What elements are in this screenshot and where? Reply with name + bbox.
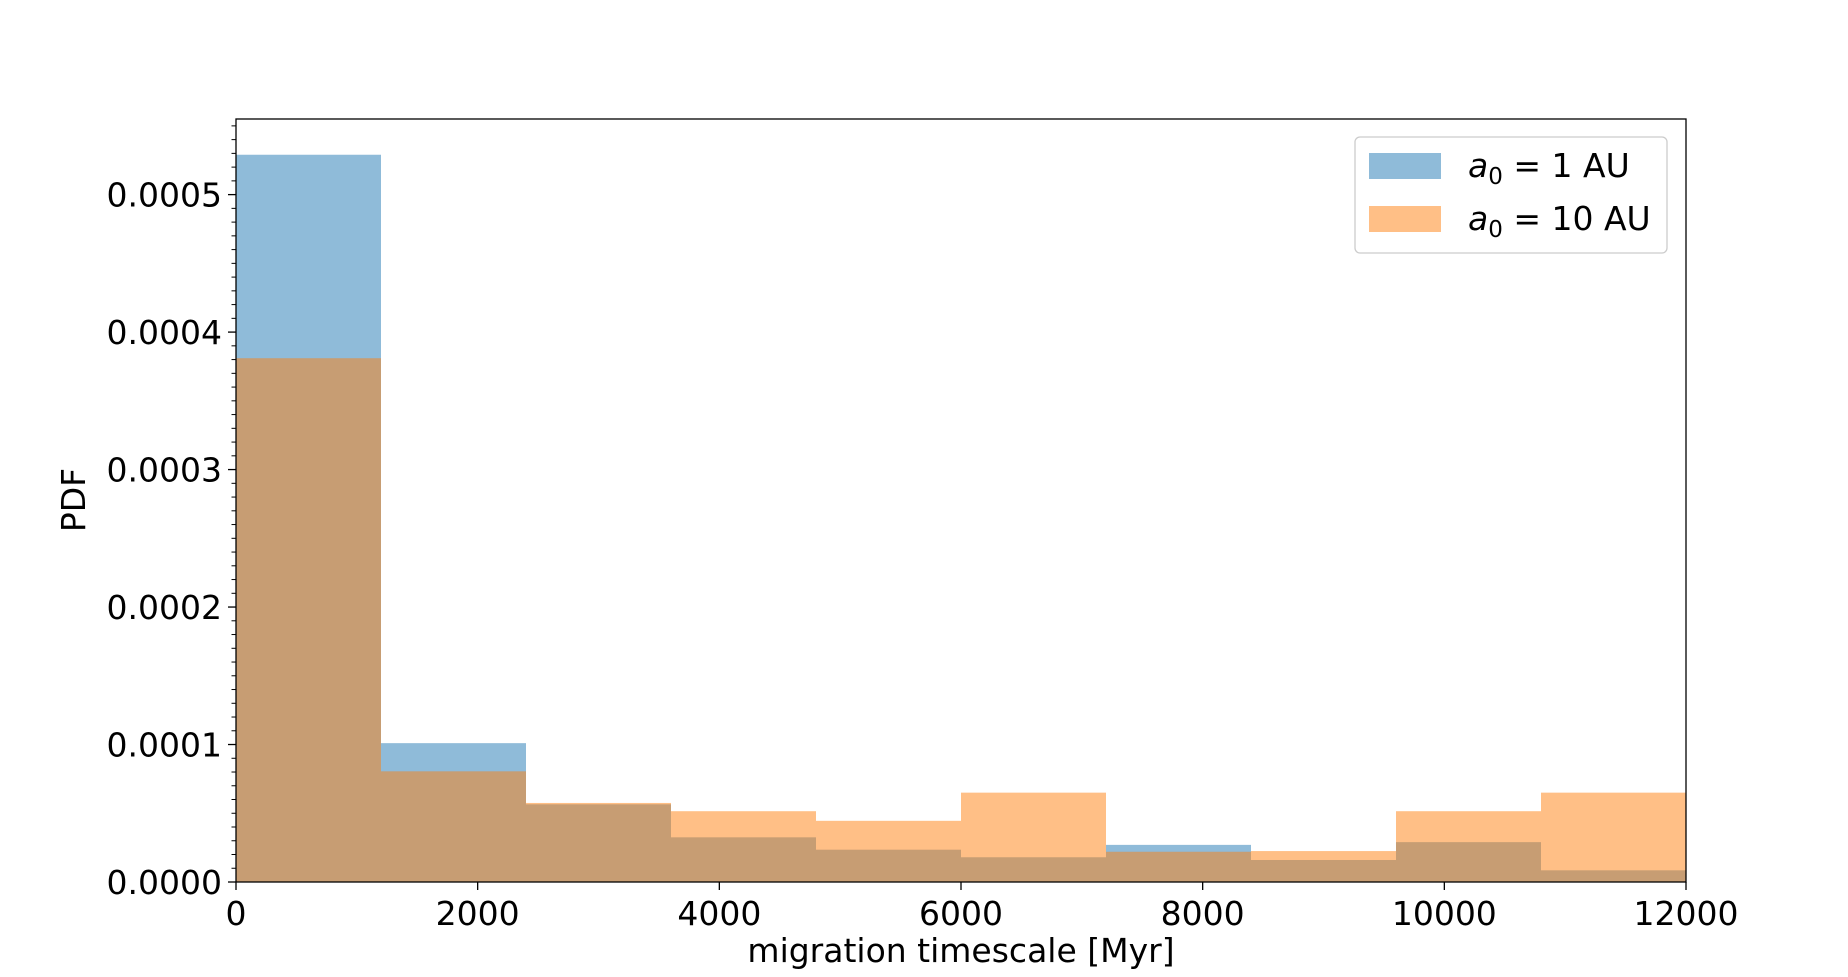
legend-swatch-series2 — [1369, 206, 1441, 232]
y-tick-label: 0.0003 — [107, 451, 222, 490]
x-tick-label: 4000 — [677, 894, 761, 933]
bar-series2-bin10 — [1541, 792, 1686, 882]
bar-series2-bin7 — [1106, 851, 1251, 882]
x-tick-label: 10000 — [1392, 894, 1497, 933]
bar-series2-bin6 — [961, 792, 1106, 882]
legend: a0 = 1 AU a0 = 10 AU — [1354, 136, 1668, 254]
bar-series2-bin2 — [381, 771, 526, 882]
histogram-bars — [236, 154, 1686, 882]
x-tick-label: 8000 — [1161, 894, 1245, 933]
bar-series2-bin9 — [1396, 811, 1541, 882]
legend-label-series2: a0 = 10 AU — [1468, 199, 1651, 243]
x-axis: 0 2000 4000 6000 8000 10000 12000 — [226, 882, 1739, 933]
bar-series2-bin4 — [671, 811, 816, 882]
bar-series2-bin8 — [1251, 851, 1396, 882]
y-tick-label: 0.0000 — [107, 863, 222, 902]
legend-label-series1: a0 = 1 AU — [1468, 146, 1630, 190]
y-tick-label: 0.0001 — [107, 726, 222, 765]
x-axis-label: migration timescale [Myr] — [747, 931, 1174, 970]
x-tick-label: 2000 — [436, 894, 520, 933]
legend-swatch-series1 — [1369, 153, 1441, 179]
x-tick-label: 6000 — [919, 894, 1003, 933]
x-tick-label: 0 — [226, 894, 247, 933]
x-tick-label: 12000 — [1634, 894, 1739, 933]
y-axis-label: PDF — [54, 468, 93, 532]
y-axis: 0.0000 0.0001 0.0002 0.0003 0.0004 0.0005 — [107, 125, 236, 902]
bar-series2-bin1 — [236, 358, 381, 882]
bar-series2-bin3 — [526, 802, 671, 882]
y-tick-label: 0.0004 — [107, 313, 222, 352]
bar-series2-bin5 — [816, 820, 961, 882]
y-tick-label: 0.0005 — [107, 176, 222, 215]
y-tick-label: 0.0002 — [107, 588, 222, 627]
